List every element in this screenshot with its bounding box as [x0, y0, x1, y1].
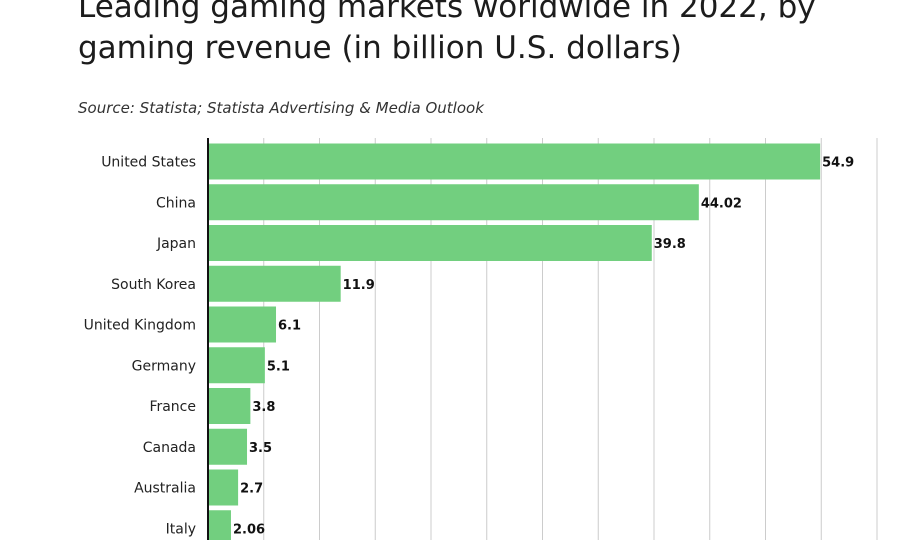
category-label: Canada: [143, 440, 196, 456]
category-label: Italy: [166, 521, 196, 537]
value-label: 54.9: [822, 156, 854, 171]
category-label: China: [156, 195, 196, 211]
bar: [208, 225, 652, 261]
bar: [208, 388, 251, 424]
category-label: South Korea: [111, 277, 196, 293]
bar: [208, 510, 231, 540]
bar: [208, 347, 265, 384]
bar: [208, 143, 821, 180]
value-label: 11.9: [343, 278, 375, 293]
value-labels: 54.9 44.02 39.8 11.9 6.1 5.1 3.8 3.5 2.7 2.06: [233, 156, 854, 538]
category-label: United Kingdom: [84, 318, 196, 334]
bars: [208, 143, 821, 540]
value-label: 2.06: [233, 522, 265, 537]
bar: [208, 184, 699, 221]
bar: [208, 265, 341, 302]
value-label: 44.02: [701, 196, 742, 211]
value-label: 3.8: [252, 400, 275, 415]
value-label: 3.5: [249, 441, 272, 456]
category-label: Germany: [132, 358, 196, 374]
category-label: Japan: [156, 236, 196, 252]
chart-source: Source: Statista; Statista Advertising &…: [78, 99, 484, 117]
category-label: France: [149, 399, 196, 415]
bar: [208, 469, 239, 506]
value-label: 6.1: [278, 319, 301, 334]
value-label: 39.8: [654, 237, 686, 252]
category-label: Australia: [134, 481, 196, 497]
category-label: United States: [101, 155, 196, 171]
value-label: 5.1: [267, 359, 290, 374]
bar: [208, 306, 277, 343]
category-labels: United States China Japan South Korea United…: [84, 155, 196, 538]
value-label: 2.7: [240, 482, 263, 497]
bar: [208, 428, 248, 465]
chart-title: Leading gaming markets worldwide in 2022…: [78, 0, 816, 66]
